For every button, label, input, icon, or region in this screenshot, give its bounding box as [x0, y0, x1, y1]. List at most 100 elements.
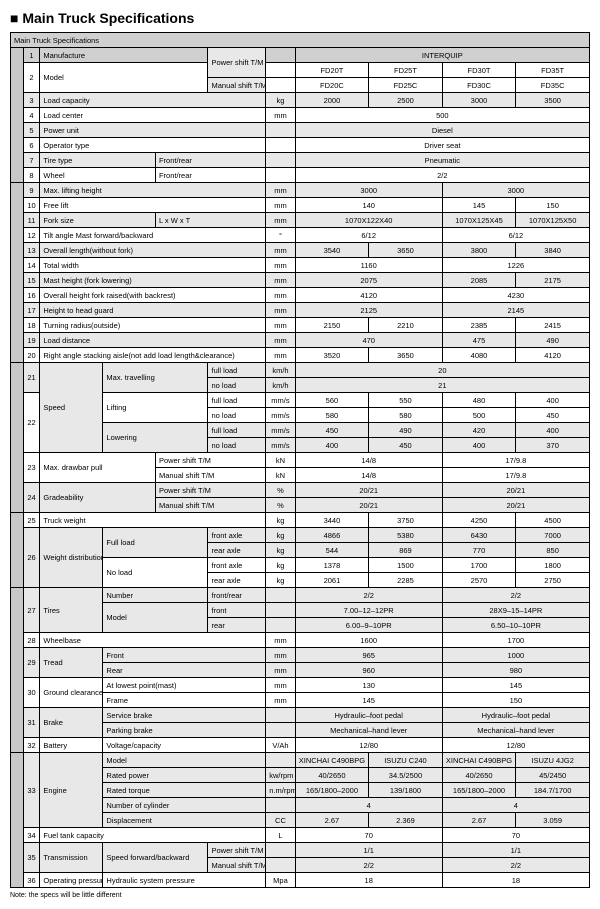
row-label: Load capacity [40, 93, 266, 108]
row-label: Engine [40, 753, 103, 828]
side-drive [11, 753, 24, 888]
data-cell: 1070X125X45 [442, 213, 516, 228]
data-cell: ISUZU 4JG2 [516, 753, 590, 768]
row-label: Max. lifting height [40, 183, 266, 198]
data-cell: 150 [516, 198, 590, 213]
sub-label: Manual shift T/M [155, 498, 265, 513]
row-label: Tires [40, 588, 103, 633]
data-cell: 2075 [295, 273, 442, 288]
data-cell: 5380 [369, 528, 443, 543]
row-label: Truck weight [40, 513, 266, 528]
data-cell: 145 [442, 198, 516, 213]
unit: kg [266, 528, 295, 543]
unit: mm [266, 273, 295, 288]
row-label: Manufacture [40, 48, 208, 63]
sub-label: front axle [208, 528, 266, 543]
unit: kg [266, 543, 295, 558]
sub-label: front axle [208, 558, 266, 573]
sub-label: Number [103, 588, 208, 603]
data-cell: 18 [442, 873, 589, 888]
row-label: Gradeability [40, 483, 156, 513]
data-cell: 2150 [295, 318, 369, 333]
sub-label: Front [103, 648, 266, 663]
data-cell: 2000 [295, 93, 369, 108]
data-cell: 2061 [295, 573, 369, 588]
data-cell: 2145 [442, 303, 589, 318]
row-label: Wheel [40, 168, 156, 183]
data-cell: Driver seat [295, 138, 589, 153]
data-cell: 2.67 [295, 813, 369, 828]
sub-label: Rated power [103, 768, 266, 783]
data-cell: 2085 [442, 273, 516, 288]
data-cell: 850 [516, 543, 590, 558]
unit: kg [266, 558, 295, 573]
table-title: Main Truck Specifications [11, 33, 590, 48]
data-cell: 17/9.8 [442, 453, 589, 468]
data-cell: 960 [295, 663, 442, 678]
data-cell: 500 [442, 408, 516, 423]
unit: km/h [266, 363, 295, 378]
model-cell: FD35C [516, 78, 590, 93]
unit: mm/s [266, 438, 295, 453]
unit: CC [266, 813, 295, 828]
row-label: Brake [40, 708, 103, 738]
data-cell: 2750 [516, 573, 590, 588]
data-cell: Hydraulic–foot pedal [442, 708, 589, 723]
data-cell: 12/80 [295, 738, 442, 753]
row-label: Transmission [40, 843, 103, 873]
data-cell: 3000 [295, 183, 442, 198]
unit: mm [266, 213, 295, 228]
data-cell: 150 [442, 693, 589, 708]
data-cell: 6/12 [295, 228, 442, 243]
sub-label: Power shift T/M [155, 483, 265, 498]
row-label: Weight distribution [40, 528, 103, 588]
data-cell: 3440 [295, 513, 369, 528]
sub-label: no load [208, 378, 266, 393]
sub-label: Full load [103, 528, 208, 558]
data-cell: 1800 [516, 558, 590, 573]
tm-label: Power shift T/M [208, 48, 266, 78]
sub-label: front/rear [208, 588, 266, 603]
side-perf [11, 363, 24, 513]
unit: kN [266, 468, 295, 483]
data-cell: 2/2 [295, 858, 442, 873]
footnote: Note: the specs will be little different [10, 892, 590, 899]
data-cell: 3.059 [516, 813, 590, 828]
data-cell: 3800 [442, 243, 516, 258]
data-cell: 2/2 [442, 588, 589, 603]
unit: kg [266, 573, 295, 588]
data-cell: 40/2650 [442, 768, 516, 783]
data-cell: 3650 [369, 348, 443, 363]
data-cell: 6/12 [442, 228, 589, 243]
data-cell: 2/2 [295, 588, 442, 603]
data-cell: 20/21 [295, 483, 442, 498]
data-cell: 3650 [369, 243, 443, 258]
sub-label: Front/rear [155, 168, 265, 183]
unit: mm [266, 258, 295, 273]
data-cell: 2500 [369, 93, 443, 108]
data-cell: XINCHAI C490BPG [295, 753, 369, 768]
data-cell: 1/1 [442, 843, 589, 858]
data-cell: 1070X125X50 [516, 213, 590, 228]
unit: mm [266, 693, 295, 708]
data-cell: 1/1 [295, 843, 442, 858]
data-cell: 12/80 [442, 738, 589, 753]
unit: V/Ah [266, 738, 295, 753]
data-cell: 3520 [295, 348, 369, 363]
data-cell: 2385 [442, 318, 516, 333]
data-cell: 4250 [442, 513, 516, 528]
data-cell: 480 [442, 393, 516, 408]
sub-label: full load [208, 393, 266, 408]
data-cell: 1226 [442, 258, 589, 273]
data-cell: 1000 [442, 648, 589, 663]
sub-label: full load [208, 363, 266, 378]
unit: mm [266, 183, 295, 198]
data-cell: 6.50–10–10PR [442, 618, 589, 633]
page-title: Main Truck Specifications [10, 10, 590, 26]
row-label: Overall length(without fork) [40, 243, 266, 258]
model-cell: FD25C [369, 78, 443, 93]
data-cell: 550 [369, 393, 443, 408]
data-cell: XINCHAI C490BPG [442, 753, 516, 768]
data-cell: 2.369 [369, 813, 443, 828]
row-label: Fuel tank capacity [40, 828, 266, 843]
